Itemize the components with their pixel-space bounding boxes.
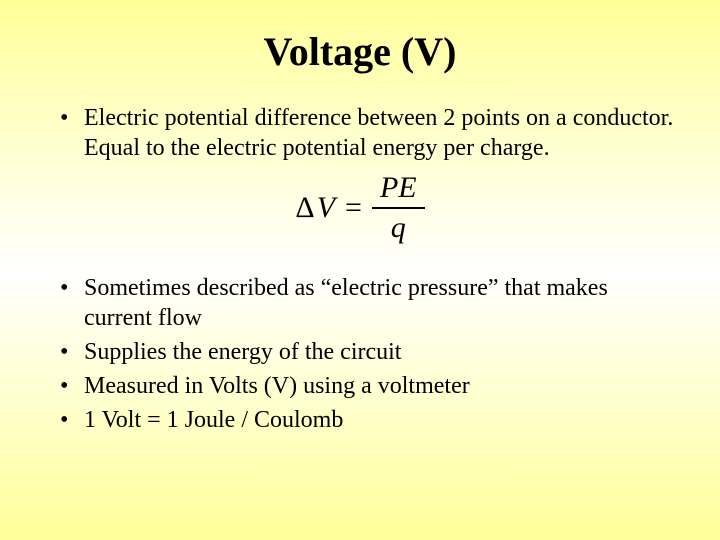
formula-delta: Δ	[295, 191, 314, 225]
bullet-item: Measured in Volts (V) using a voltmeter	[60, 371, 680, 401]
formula-denominator: q	[372, 207, 425, 245]
formula-container: ΔV = PE q	[40, 171, 680, 245]
bullet-list-2: Sometimes described as “electric pressur…	[40, 273, 680, 435]
bullet-item: Sometimes described as “electric pressur…	[60, 273, 680, 333]
bullet-list-1: Electric potential difference between 2 …	[40, 103, 680, 163]
formula-numerator: PE	[372, 171, 425, 207]
formula-fraction: PE q	[372, 171, 425, 245]
bullet-item: 1 Volt = 1 Joule / Coulomb	[60, 405, 680, 435]
slide-title: Voltage (V)	[40, 28, 680, 75]
bullet-item: Electric potential difference between 2 …	[60, 103, 680, 163]
formula: ΔV = PE q	[295, 171, 424, 245]
formula-lhs: V	[317, 191, 335, 225]
formula-equals: =	[345, 191, 362, 225]
bullet-item: Supplies the energy of the circuit	[60, 337, 680, 367]
